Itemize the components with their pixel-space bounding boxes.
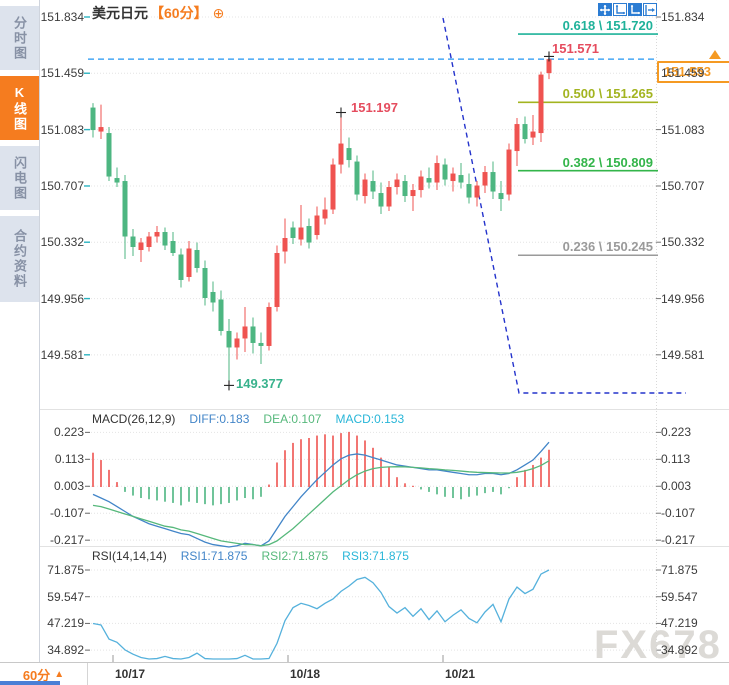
caret-up-icon: ▲ [54,668,65,680]
macd-axis-label: -0.217 [49,533,84,548]
price-axis-label: 151.459 [40,66,84,81]
price-axis-label: 151.083 [40,122,84,137]
price-axis-label: 149.581 [661,347,705,362]
rsi-axis-label: 59.547 [47,589,84,604]
macd-params: MACD(26,12,9) [92,412,176,426]
macd-axis-label: -0.107 [49,506,84,521]
macd-axis-label: 0.113 [54,452,84,467]
period-tag: 【60分】 [150,5,208,21]
rsi-axis-label: 59.547 [661,589,698,604]
sidebar-tab-time-chart[interactable]: 分时图 [0,6,39,70]
price-axis-label: 150.332 [661,235,705,250]
macd-axis-label: 0.223 [53,425,84,440]
macd-axis-label: 0.003 [661,479,692,494]
rsi-axis-label: 47.219 [661,616,698,631]
price-axis-label: 151.834 [40,10,84,24]
rsi-axis-label: 71.875 [661,563,698,577]
price-axis-label: 150.707 [661,178,705,193]
price-axis-label: 149.956 [40,291,84,306]
macd-value: MACD:0.153 [335,412,405,426]
macd-axis-label: 0.223 [661,425,692,440]
date-label: 10/17 [115,667,146,681]
period-selector-button[interactable]: 60分 ▲ [0,663,88,685]
rsi-header: RSI(14,14,14) RSI1:71.875 RSI2:71.875 RS… [92,549,409,563]
rsi-params: RSI(14,14,14) [92,549,167,563]
rsi-axis-label: 34.892 [47,643,84,658]
price-axis-label: 151.083 [661,122,705,137]
high-label: 151.571 [552,41,599,56]
fib-level-0500: 0.500 \ 151.265 [562,86,653,101]
date-label: 10/21 [445,667,476,681]
macd-axis-label: -0.217 [661,533,696,548]
rsi-axis-label: 47.219 [47,616,84,631]
rsi-axis-label: 71.875 [47,563,84,577]
fib-level-0382: 0.382 \ 150.809 [562,155,653,170]
price-axis-label: 149.956 [661,291,705,306]
macd-diff-value: DIFF:0.183 [189,412,250,426]
price-axis-label: 150.332 [40,235,84,250]
sidebar-tab-candle-chart[interactable]: K线图 [0,76,39,140]
sidebar: 分时图 K线图 闪电图 合约资料 [0,0,40,662]
collapse-right-icon[interactable] [643,3,657,16]
scrollbar-thumb[interactable] [0,681,60,685]
rsi3-value: RSI3:71.875 [342,549,409,563]
chart-title: 美元日元 【60分】 ⊕ [92,3,224,23]
circle-plus-icon[interactable]: ⊕ [212,4,225,21]
macd-header: MACD(26,12,9) DIFF:0.183 DEA:0.107 MACD:… [92,412,404,426]
fib-level-0618: 0.618 \ 151.720 [562,18,653,33]
time-axis-bar: 60分 ▲ 10/17 10/18 10/21 [0,662,729,685]
rsi2-value: RSI2:71.875 [261,549,329,563]
macd-axis-label: 0.003 [53,479,84,494]
macd-axis-label: 0.113 [661,452,691,467]
macd-axis-label: -0.107 [661,506,696,521]
period-label: 60分 [22,667,51,683]
fib-level-0236: 0.236 \ 150.245 [562,239,653,254]
price-axis-label: 149.581 [40,347,84,362]
rsi1-value: RSI1:71.875 [180,549,248,563]
price-axis-label: 151.459 [661,66,705,81]
pan-tool-icon[interactable] [598,3,612,16]
sidebar-tab-lightning-chart[interactable]: 闪电图 [0,146,39,210]
price-axis-label: 151.834 [661,10,705,24]
sidebar-tab-contract-info[interactable]: 合约资料 [0,216,39,302]
swing-high-label: 151.197 [351,100,398,115]
fx678-watermark: FX678 [594,623,722,667]
rsi-axis-label: 34.892 [661,643,698,658]
price-axis-label: 150.707 [40,178,84,193]
scale-axes-icon[interactable] [628,3,642,16]
macd-dea-value: DEA:0.107 [263,412,322,426]
date-label: 10/18 [290,667,321,681]
zoom-fit-axes-icon[interactable] [613,3,627,16]
chart-toolbar [598,3,657,16]
last-price-badge: 151.553 [657,61,729,83]
low-label: 149.377 [236,376,283,391]
price-up-arrow-icon [709,50,721,59]
symbol-name: 美元日元 [92,5,148,21]
